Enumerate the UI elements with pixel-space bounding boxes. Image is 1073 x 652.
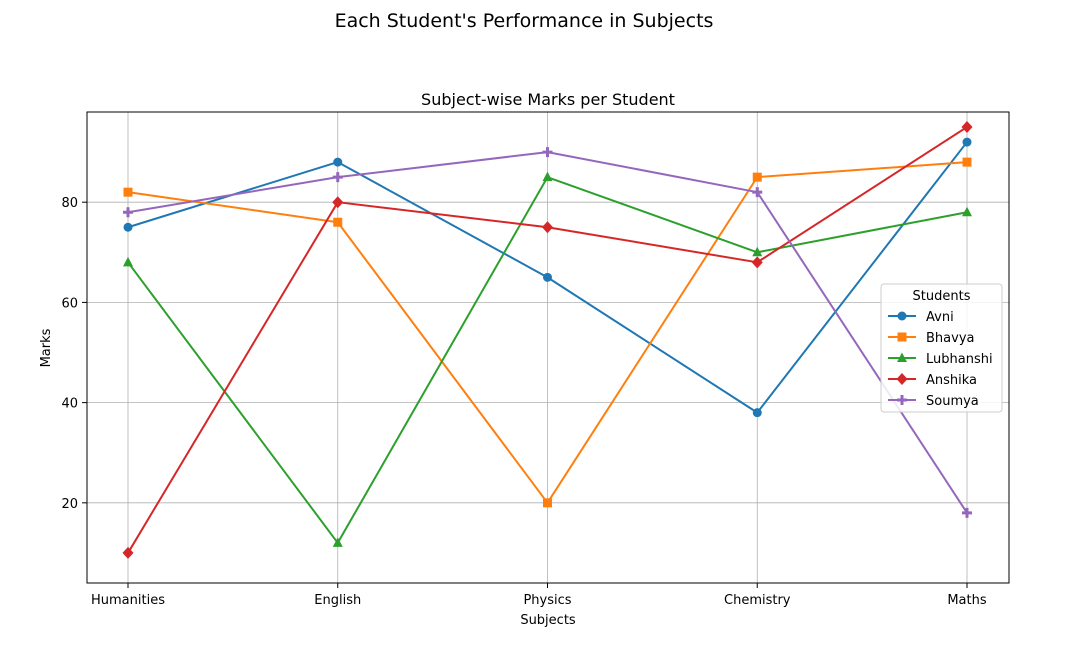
legend-title: Students: [913, 289, 971, 304]
legend-swatch-marker: [897, 311, 907, 321]
legend-label: Bhavya: [926, 331, 974, 346]
data-point-lubhanshi: [123, 256, 133, 267]
data-point-bhavya: [123, 187, 133, 197]
legend-item-lubhanshi: Lubhanshi: [888, 352, 993, 367]
x-tick-label: Physics: [523, 593, 571, 608]
data-point-avni: [752, 408, 762, 418]
data-point-lubhanshi: [332, 537, 343, 547]
data-point-anshika: [542, 221, 553, 234]
y-tick-label: 40: [61, 397, 78, 412]
legend-label: Anshika: [926, 373, 977, 388]
data-point-lubhanshi: [962, 206, 972, 217]
y-tick-label: 20: [61, 497, 78, 512]
data-point-bhavya: [333, 217, 343, 227]
data-point-avni: [543, 272, 552, 282]
grid: [87, 112, 1009, 583]
x-axis-label: Subjects: [520, 613, 576, 628]
x-tick-label: Chemistry: [724, 593, 791, 608]
figure-suptitle: Each Student's Performance in Subjects: [335, 10, 714, 32]
legend-item-soumya: Soumya: [888, 394, 979, 409]
legend-item-anshika: Anshika: [888, 373, 977, 388]
legend-swatch-marker: [896, 373, 908, 385]
chart-title: Subject-wise Marks per Student: [421, 90, 675, 109]
data-point-bhavya: [962, 157, 972, 167]
data-point-soumya: [752, 187, 763, 198]
y-tick-label: 60: [61, 296, 78, 311]
x-tick-label: Maths: [947, 593, 987, 608]
legend: Students Avni Bhavya Lubhanshi Anshika Soumya: [880, 283, 1003, 413]
legend-item-bhavya: Bhavya: [888, 331, 974, 346]
data-point-avni: [962, 137, 972, 147]
data-point-anshika: [751, 256, 763, 269]
data-point-avni: [123, 222, 133, 232]
series-lines: [122, 121, 973, 559]
x-tick-label: Humanities: [91, 593, 165, 608]
legend-item-avni: Avni: [888, 310, 954, 325]
data-point-soumya: [542, 147, 553, 158]
data-point-bhavya: [752, 172, 762, 182]
data-point-soumya: [962, 507, 972, 518]
x-tick-label: English: [314, 593, 361, 608]
y-tick-label: 80: [61, 196, 78, 211]
data-point-anshika: [122, 546, 134, 559]
data-point-soumya: [332, 172, 343, 183]
data-point-bhavya: [543, 498, 552, 508]
data-point-soumya: [123, 207, 133, 218]
legend-label: Soumya: [926, 394, 979, 409]
series-avni: [123, 137, 972, 418]
data-point-lubhanshi: [752, 246, 763, 257]
legend-swatch-marker: [897, 332, 907, 342]
legend-label: Lubhanshi: [926, 352, 993, 367]
series-soumya: [123, 147, 972, 518]
data-point-anshika: [332, 196, 344, 209]
data-point-anshika: [961, 121, 973, 134]
series-anshika: [122, 121, 973, 559]
series-lubhanshi: [123, 171, 972, 547]
data-point-avni: [333, 157, 343, 167]
axis-ticks: Humanities English Physics Chemistry Maths 20…: [61, 196, 986, 608]
legend-swatch-marker: [897, 395, 907, 405]
series-bhavya: [123, 157, 972, 508]
plot-area-frame: [86, 111, 1010, 584]
y-axis-label: Marks: [39, 328, 54, 367]
legend-swatch-marker: [897, 352, 907, 362]
legend-label: Avni: [926, 310, 954, 325]
data-point-lubhanshi: [542, 171, 553, 182]
